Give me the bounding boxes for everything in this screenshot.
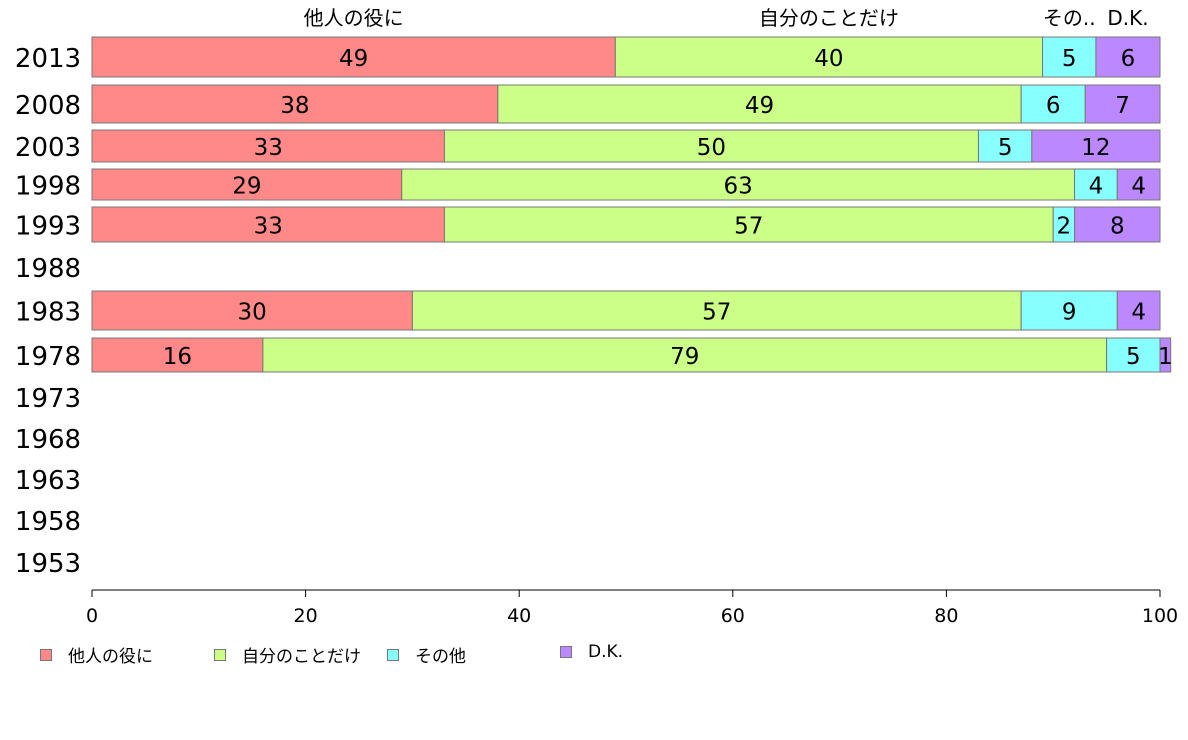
bar-segment (443, 129, 979, 163)
bar-segment (1074, 206, 1161, 243)
bar-segment (91, 36, 616, 78)
x-tick-label: 80 (934, 605, 958, 627)
bar-value-label: 1 (1158, 344, 1173, 370)
bar-value-label: 8 (1110, 214, 1125, 240)
bar-segment (91, 168, 403, 201)
x-tick-label: 20 (294, 605, 318, 627)
bar-value-label: 40 (814, 46, 843, 72)
category-label: 1963 (15, 466, 81, 496)
top-series-label: その.. (1043, 6, 1096, 30)
category-label: 1973 (15, 384, 81, 414)
category-label: 1953 (15, 549, 81, 579)
bar-value-label: 57 (734, 214, 763, 240)
legend-label: 自分のことだけ (242, 647, 361, 667)
bar-value-label: 4 (1089, 174, 1104, 200)
x-tick-label: 40 (507, 605, 531, 627)
bar-segment (262, 337, 1108, 373)
x-tick-label: 60 (721, 605, 745, 627)
bar-segment (1095, 36, 1161, 78)
bar-segment (91, 290, 413, 331)
bar-segment (1116, 290, 1161, 331)
bar-value-label: 29 (232, 174, 261, 200)
bar-segment (1084, 84, 1161, 124)
bar-value-label: 2 (1057, 214, 1072, 240)
top-series-label: D.K. (1107, 6, 1148, 30)
legend: 他人の役に 自分のことだけ その他 D.K. (0, 640, 1188, 670)
top-series-labels: 他人の役に 自分のことだけ その.. D.K. (304, 6, 1149, 30)
legend-label: D.K. (588, 642, 624, 662)
category-label: 2003 (15, 133, 81, 163)
bar-segment (443, 206, 1054, 243)
x-tick-label: 0 (86, 605, 98, 627)
category-label: 1993 (15, 212, 81, 242)
bar-value-label: 49 (745, 93, 774, 119)
category-label: 1978 (15, 342, 81, 372)
x-axis: 0 20 40 60 80 100 (86, 589, 1178, 627)
bar-value-label: 63 (723, 174, 752, 200)
legend-swatch (560, 646, 572, 658)
legend-swatch (214, 648, 226, 661)
category-label: 1983 (15, 298, 81, 328)
bar-segment (1042, 36, 1097, 78)
bar-segment (91, 206, 445, 243)
legend-label: 他人の役に (68, 647, 153, 667)
category-label: 1988 (15, 254, 81, 284)
bar-value-label: 4 (1131, 174, 1146, 200)
bar-segment (1020, 290, 1118, 331)
bar-segment (1106, 337, 1161, 373)
bar-value-label: 6 (1046, 93, 1061, 119)
bar-value-label: 12 (1081, 135, 1110, 161)
bar-value-label: 49 (339, 46, 368, 72)
bar-value-label: 7 (1115, 93, 1130, 119)
bar-value-label: 6 (1121, 46, 1136, 72)
x-tick-label: 100 (1142, 605, 1178, 627)
bar-value-label: 9 (1062, 300, 1077, 326)
bar-value-label: 57 (702, 300, 731, 326)
top-series-label: 自分のことだけ (759, 6, 899, 30)
legend-item: 自分のことだけ (214, 642, 361, 667)
bar-value-label: 33 (254, 135, 283, 161)
bar-segment (1031, 129, 1161, 163)
bar-segment (614, 36, 1044, 78)
bar-segment (411, 290, 1022, 331)
category-label: 1998 (15, 172, 81, 202)
category-label: 1958 (15, 507, 81, 537)
bar-segment (1159, 337, 1172, 373)
top-series-label: 他人の役に (304, 6, 404, 30)
bar-value-label: 16 (163, 344, 192, 370)
legend-item: その他 (387, 642, 466, 667)
category-label: 2008 (15, 91, 81, 121)
bar-segment (1116, 168, 1161, 201)
legend-item: D.K. (560, 642, 623, 662)
bar-segment (1020, 84, 1086, 124)
bar-value-label: 79 (670, 344, 699, 370)
legend-swatch (40, 648, 52, 661)
bar-value-label: 50 (697, 135, 726, 161)
bar-segment (91, 129, 445, 163)
bar-value-label: 5 (1126, 344, 1141, 370)
bar-value-label: 5 (1062, 46, 1077, 72)
bar-segment (91, 84, 499, 124)
category-label: 2013 (15, 44, 81, 74)
bar-segment (91, 337, 264, 373)
category-label: 1968 (15, 425, 81, 455)
bar-value-label: 33 (254, 214, 283, 240)
bar-segment (497, 84, 1022, 124)
legend-item: 他人の役に (40, 642, 153, 667)
bar-segment (401, 168, 1076, 201)
bar-value-label: 38 (280, 93, 309, 119)
bar-value-label: 30 (238, 300, 267, 326)
bar-value-label: 4 (1131, 300, 1146, 326)
legend-label: その他 (415, 647, 466, 667)
bar-value-label: 5 (998, 135, 1013, 161)
category-labels: 2013 2008 2003 1998 1993 1988 1983 1978 1973 1968… (15, 44, 81, 579)
legend-swatch (387, 648, 399, 661)
